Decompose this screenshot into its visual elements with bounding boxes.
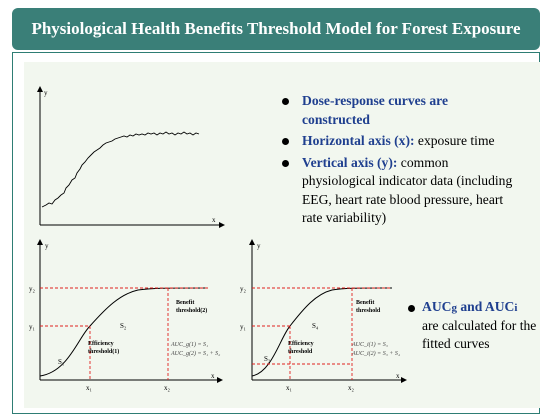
bullet-text: exposure time [414, 133, 495, 148]
bullet-dot-icon [282, 98, 289, 105]
threshold-chart-right: y x y₂ y₁ x₁ x₂ S₃ S₄ Efficiency threshol… [240, 239, 407, 392]
description-list: Dose-response curves are constructed Hor… [282, 92, 517, 231]
y2-tick: y₂ [240, 285, 247, 293]
x-axis-label: x [212, 216, 216, 224]
bullet-bold: Vertical axis (y): [302, 154, 398, 170]
y1-tick: y₁ [240, 323, 246, 331]
auc-note: AUCg and AUCi are calculated for the fit… [408, 298, 540, 353]
region-s3: S₃ [264, 355, 271, 363]
fitted-curve [251, 287, 393, 377]
note-text: are calculated for the fitted curves [422, 318, 537, 351]
x1-tick: x₁ [86, 384, 92, 392]
efficiency-label: Efficiency threshold [288, 341, 314, 355]
bullet-bold: Horizontal axis (x): [302, 133, 415, 148]
auc-line-1: AUC_i(1) = S₃ [351, 341, 388, 348]
y-axis-label: y [45, 242, 49, 250]
threshold-chart-left: y x y₂ y₁ x₁ x₂ S₁ S₂ Efficiency threshol… [29, 239, 223, 392]
bullet-dot-icon [282, 138, 289, 145]
x2-tick: x₂ [164, 384, 171, 392]
note-auc-g: AUCg and AUCi [422, 299, 518, 314]
fitted-curve [39, 287, 209, 377]
y-axis-label: y [257, 242, 261, 250]
bullet-dot-icon [282, 159, 289, 167]
region-s4: S₄ [312, 322, 319, 330]
noisy-curve [41, 131, 200, 208]
content-panel [24, 62, 540, 408]
benefit-label: Benefit threshold [356, 300, 381, 314]
list-item: Dose-response curves are constructed [282, 92, 517, 129]
x-axis-label: x [211, 372, 215, 380]
y-axis-label: y [44, 89, 48, 97]
x-axis-label: x [396, 372, 400, 380]
raw-curve-chart: y x [37, 86, 225, 228]
list-item: Vertical axis (y): common physiological … [282, 154, 517, 228]
y1-tick: y₁ [29, 323, 35, 331]
auc-line-2: AUC_i(2) = S₃ + S₄ [351, 350, 400, 357]
efficiency-label: Efficiency threshold(1) [88, 341, 119, 355]
bullet-bold: Dose-response curves are constructed [302, 93, 448, 127]
list-item: Horizontal axis (x): exposure time [282, 132, 517, 151]
x2-tick: x₂ [348, 384, 355, 392]
auc-line-2: AUC_g(2) = S₁ + S₂ [170, 350, 220, 357]
auc-line-1: AUC_g(1) = S₁ [170, 341, 208, 348]
region-s2: S₂ [120, 322, 127, 330]
page-title: Physiological Health Benefits Threshold … [31, 19, 521, 38]
benefit-label: Benefit threshold(2) [176, 300, 207, 314]
bullet-text: common physiological indicator data (inc… [302, 154, 513, 226]
bullet-dot-icon [408, 305, 415, 312]
y2-tick: y₂ [29, 285, 36, 293]
region-s1: S₁ [58, 358, 64, 366]
header-banner: Physiological Health Benefits Threshold … [12, 8, 540, 50]
x1-tick: x₁ [286, 384, 292, 392]
